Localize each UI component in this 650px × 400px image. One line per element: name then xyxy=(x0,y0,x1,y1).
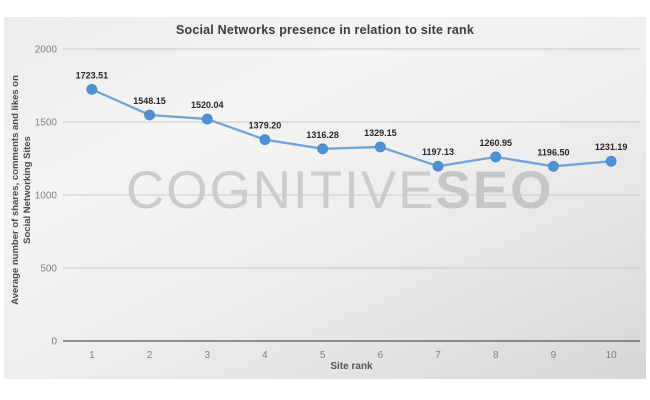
watermark-light-text: COGNITIVE xyxy=(126,161,436,220)
x-tick-label: 1 xyxy=(89,350,95,361)
y-tick-label: 0 xyxy=(51,337,57,348)
data-point-label: 1260.95 xyxy=(479,138,512,148)
data-point-marker xyxy=(201,113,213,125)
data-point-label: 1316.28 xyxy=(306,130,339,140)
cognitiveseo-watermark: COGNITIVESEO xyxy=(126,164,586,217)
x-tick-label: 5 xyxy=(320,350,326,361)
data-point-marker xyxy=(432,160,444,172)
x-tick-label: 7 xyxy=(435,350,441,361)
y-tick-label: 500 xyxy=(40,264,57,275)
x-tick-label: 4 xyxy=(262,350,268,361)
x-tick-label: 2 xyxy=(147,350,153,361)
data-point-marker xyxy=(144,109,155,121)
chart-title: Social Networks presence in relation to … xyxy=(175,23,475,37)
y-tick-label: 1500 xyxy=(35,118,58,129)
data-point-marker xyxy=(86,83,98,95)
data-point-marker xyxy=(548,160,559,172)
x-tick-label: 3 xyxy=(204,350,210,361)
y-axis-title-line-1: Average number of shares, comments and l… xyxy=(10,75,22,305)
series-line xyxy=(90,88,613,168)
x-tick-label: 10 xyxy=(606,350,618,361)
data-point-label: 1329.15 xyxy=(364,128,397,138)
y-axis-title-text: Average number of shares, comments and l… xyxy=(10,30,34,350)
data-point-label: 1379.20 xyxy=(249,121,282,131)
x-tick-label: 9 xyxy=(551,350,557,361)
data-point-marker xyxy=(490,151,502,163)
data-point-marker xyxy=(317,143,329,155)
y-tick-label: 2000 xyxy=(35,45,58,56)
y-axis-title-line-2: Social Networking Sites xyxy=(22,136,33,244)
y-tick-label: 1000 xyxy=(35,191,58,202)
data-point-marker xyxy=(374,141,386,153)
data-point-label: 1723.51 xyxy=(76,70,109,80)
data-point-label: 1520.04 xyxy=(191,100,224,110)
data-point-marker xyxy=(259,134,271,146)
data-point-label: 1196.50 xyxy=(537,147,569,157)
chart-panel-background xyxy=(4,17,646,379)
x-axis-title: Site rank xyxy=(330,361,373,372)
data-point-label: 1197.13 xyxy=(422,147,454,157)
watermark-bold-text: SEO xyxy=(435,161,554,220)
x-tick-label: 8 xyxy=(493,350,499,361)
data-point-label: 1548.15 xyxy=(133,96,166,106)
x-tick-label: 6 xyxy=(378,350,384,361)
y-axis-title: Average number of shares, comments and l… xyxy=(8,40,36,340)
data-point-label: 1231.19 xyxy=(595,142,628,152)
data-point-marker xyxy=(605,155,617,167)
